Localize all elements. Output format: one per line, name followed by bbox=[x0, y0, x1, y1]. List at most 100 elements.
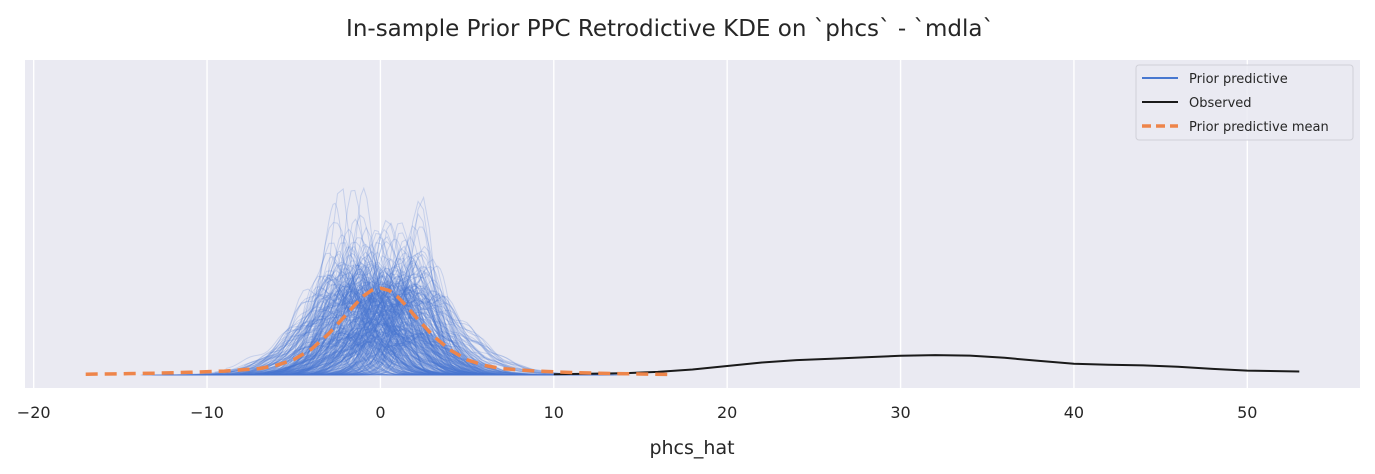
prior-predictive-draw bbox=[319, 236, 501, 376]
prior-predictive-draw bbox=[228, 263, 458, 376]
prior-predictive-draw bbox=[217, 267, 442, 376]
prior-predictive-draw bbox=[209, 286, 544, 376]
prior-predictive-draw bbox=[280, 311, 558, 376]
prior-predictive-draw bbox=[197, 284, 484, 376]
legend: Prior predictive Observed Prior predicti… bbox=[1135, 64, 1354, 141]
prior-predictive-draw bbox=[255, 328, 535, 376]
prior-predictive-draw bbox=[334, 270, 534, 376]
prior-predictive-draw bbox=[170, 289, 412, 376]
prior-predictive-draw bbox=[182, 332, 429, 376]
prior-predictive-draw bbox=[275, 274, 522, 376]
prior-predictive-draw bbox=[256, 318, 445, 376]
prior-predictive-draw bbox=[287, 268, 464, 375]
prior-predictive-draw bbox=[315, 317, 449, 376]
prior-predictive-draw bbox=[244, 300, 479, 375]
prior-predictive-draw bbox=[285, 327, 540, 376]
prior-predictive-draw bbox=[203, 336, 418, 376]
prior-predictive-draw bbox=[286, 292, 577, 376]
prior-predictive-draw bbox=[305, 292, 442, 345]
prior-predictive-draw bbox=[315, 289, 603, 376]
prior-predictive-draw bbox=[216, 288, 423, 375]
prior-predictive-draw bbox=[320, 271, 554, 376]
prior-predictive-draw bbox=[228, 277, 509, 376]
prior-predictive-draw bbox=[192, 189, 414, 376]
prior-predictive-draw bbox=[235, 200, 558, 376]
prior-predictive-draw bbox=[243, 291, 520, 374]
prior-predictive-draw bbox=[273, 291, 457, 371]
prior-predictive-draw bbox=[256, 243, 466, 376]
observed-line bbox=[553, 354, 1300, 376]
prior-predictive-draw bbox=[184, 282, 515, 376]
legend-box bbox=[1135, 64, 1354, 141]
x-tick-label: 20 bbox=[717, 403, 737, 422]
prior-predictive-draw bbox=[327, 253, 481, 376]
prior-predictive-draw bbox=[288, 281, 460, 376]
prior-predictive-draw bbox=[316, 262, 542, 376]
prior-predictive-draw bbox=[332, 333, 571, 376]
prior-predictive-draw bbox=[254, 336, 586, 376]
prior-predictive-draw bbox=[283, 287, 530, 375]
prior-predictive-draw bbox=[196, 268, 437, 376]
prior-predictive-draw bbox=[293, 331, 505, 376]
prior-predictive-draw bbox=[343, 278, 621, 376]
prior-predictive-draw bbox=[262, 254, 456, 376]
prior-predictive-draw bbox=[315, 281, 548, 376]
prior-predictive-draw bbox=[282, 276, 544, 376]
prior-predictive-draw bbox=[141, 332, 430, 376]
prior-predictive-draw bbox=[248, 290, 522, 376]
prior-predictive-draw bbox=[292, 335, 509, 376]
prior-predictive-draw bbox=[206, 333, 413, 376]
prior-predictive-draw bbox=[305, 275, 482, 376]
prior-predictive-draw bbox=[163, 268, 395, 376]
prior-predictive-draw bbox=[293, 279, 552, 376]
prior-predictive-draw bbox=[323, 321, 498, 376]
prior-predictive-draw bbox=[277, 284, 418, 361]
prior-predictive-draw bbox=[226, 323, 423, 376]
prior-predictive-draw bbox=[325, 291, 515, 368]
prior-predictive-draw bbox=[310, 327, 548, 376]
prior-predictive-draw bbox=[177, 289, 407, 376]
prior-predictive-draw bbox=[205, 286, 546, 376]
prior-predictive-draw bbox=[223, 240, 457, 376]
prior-predictive-draw bbox=[279, 267, 453, 376]
prior-predictive-draw bbox=[255, 286, 505, 376]
prior-predictive-draw bbox=[214, 288, 548, 376]
prior-predictive-draw bbox=[286, 287, 552, 376]
prior-predictive-draw bbox=[277, 334, 436, 374]
prior-predictive-draw bbox=[302, 256, 472, 376]
prior-predictive-draw bbox=[251, 260, 491, 376]
prior-predictive-draw bbox=[282, 263, 551, 376]
prior-predictive-draw bbox=[326, 274, 566, 376]
prior-predictive-draw bbox=[300, 311, 472, 376]
prior-predictive-draw bbox=[209, 330, 418, 376]
prior-predictive-draw bbox=[315, 265, 479, 376]
prior-predictive-draw bbox=[166, 311, 493, 376]
prior-predictive-draw bbox=[268, 278, 510, 376]
prior-predictive-draw bbox=[213, 338, 435, 376]
prior-predictive-draw bbox=[331, 282, 453, 372]
prior-predictive-draw bbox=[198, 304, 487, 376]
prior-predictive-draw bbox=[248, 257, 570, 376]
prior-predictive-draw bbox=[280, 329, 486, 373]
prior-predictive-draw bbox=[209, 283, 477, 375]
series-layer bbox=[85, 286, 1300, 377]
prior-predictive-draw bbox=[258, 245, 516, 376]
prior-predictive-draw bbox=[261, 300, 573, 376]
prior-predictive-draw bbox=[246, 275, 453, 376]
prior-predictive-draw bbox=[233, 275, 516, 376]
prior-predictive-draw bbox=[232, 271, 494, 376]
prior-predictive-draw bbox=[262, 226, 533, 376]
prior-predictive-draw bbox=[248, 334, 477, 376]
prior-predictive-draw bbox=[303, 186, 486, 376]
prior-predictive-draw bbox=[289, 260, 566, 376]
prior-predictive-draw bbox=[340, 332, 495, 374]
prior-predictive-draw bbox=[261, 202, 388, 376]
prior-predictive-draw bbox=[197, 284, 545, 376]
prior-predictive-draw bbox=[310, 283, 501, 374]
prior-predictive-draw bbox=[162, 252, 529, 376]
prior-predictive-draw bbox=[202, 267, 577, 376]
prior-predictive-draw bbox=[306, 245, 558, 376]
prior-predictive-draw bbox=[290, 226, 475, 376]
prior-predictive-draw bbox=[231, 258, 513, 376]
